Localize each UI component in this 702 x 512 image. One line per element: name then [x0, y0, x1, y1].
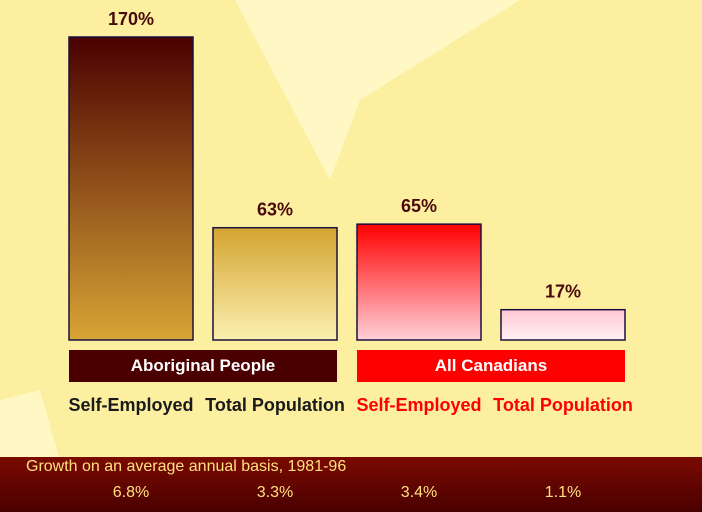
category-label: Total Population	[493, 395, 633, 415]
value-label: 17%	[545, 282, 581, 302]
category-label: Total Population	[205, 395, 345, 415]
value-label: 170%	[108, 9, 154, 29]
group-label: Aboriginal People	[69, 350, 337, 382]
background-shape	[235, 0, 520, 180]
growth-value: 1.1%	[544, 484, 582, 501]
growth-value: 3.3%	[256, 484, 294, 501]
bar	[68, 36, 194, 341]
bar	[500, 308, 626, 341]
category-label: Self-Employed	[356, 395, 482, 415]
bar	[356, 223, 482, 341]
growth-title: Growth on an average annual basis, 1981-…	[26, 458, 347, 475]
footer-band	[0, 457, 702, 512]
group-label: All Canadians	[357, 350, 625, 382]
value-label: 65%	[401, 196, 437, 216]
growth-value: 3.4%	[400, 484, 438, 501]
bar	[212, 226, 338, 341]
growth-value: 6.8%	[112, 484, 150, 501]
value-label: 63%	[257, 200, 293, 220]
category-label: Self-Employed	[68, 395, 194, 415]
